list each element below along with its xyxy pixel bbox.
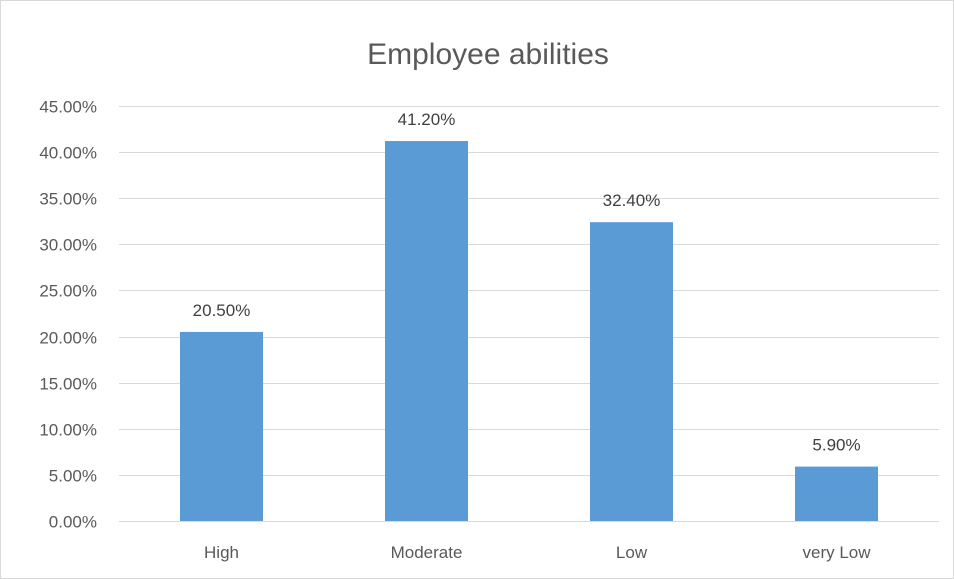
y-tick-label: 25.00% <box>39 282 97 301</box>
bar <box>590 222 673 521</box>
data-label: 32.40% <box>603 191 661 210</box>
x-axis-tick-labels: High Moderate Low very Low <box>204 543 871 562</box>
y-tick-label: 15.00% <box>39 375 97 394</box>
y-tick-label: 20.00% <box>39 329 97 348</box>
y-tick-label: 10.00% <box>39 421 97 440</box>
bars <box>180 141 878 522</box>
x-tick-label: High <box>204 543 239 562</box>
data-label: 20.50% <box>193 301 251 320</box>
bar <box>385 141 468 522</box>
data-labels: 20.50% 41.20% 32.40% 5.90% <box>193 110 861 455</box>
data-label: 41.20% <box>398 110 456 129</box>
chart-title: Employee abilities <box>367 38 609 71</box>
y-tick-label: 0.00% <box>49 513 97 532</box>
y-tick-label: 45.00% <box>39 98 97 117</box>
data-label: 5.90% <box>812 436 860 455</box>
y-tick-label: 5.00% <box>49 467 97 486</box>
x-tick-label: very Low <box>802 543 871 562</box>
y-tick-label: 35.00% <box>39 190 97 209</box>
y-axis-tick-labels: 0.00% 5.00% 10.00% 15.00% 20.00% 25.00% 30.00%… <box>39 98 97 532</box>
y-tick-label: 30.00% <box>39 236 97 255</box>
bar <box>180 331 263 521</box>
bar <box>795 466 878 521</box>
x-tick-label: Moderate <box>391 543 463 562</box>
x-tick-label: Low <box>616 543 648 562</box>
y-tick-label: 40.00% <box>39 144 97 163</box>
